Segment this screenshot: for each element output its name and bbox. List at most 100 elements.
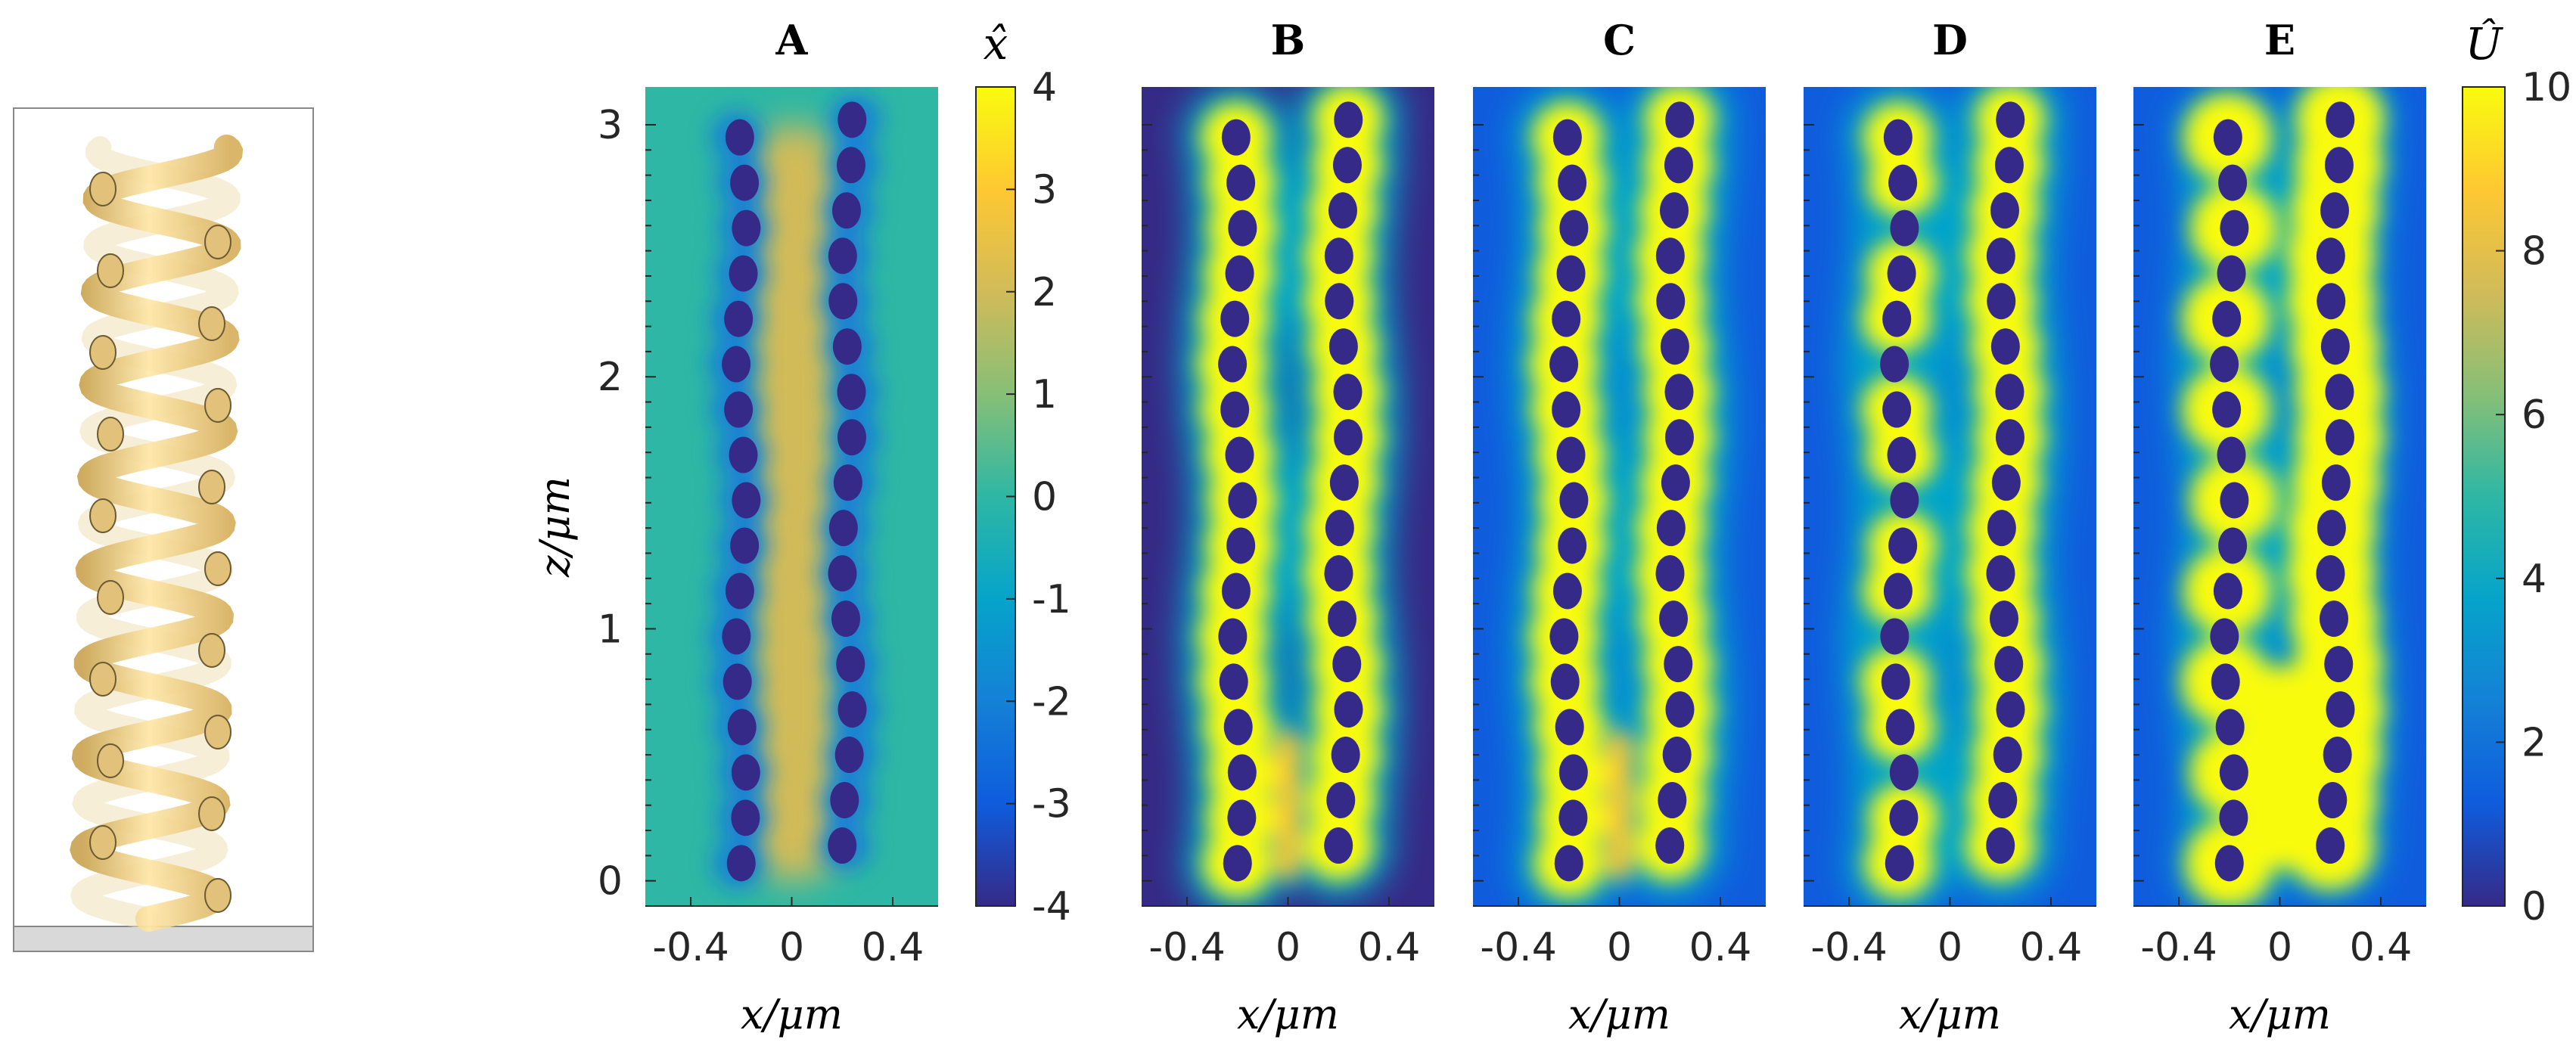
y-axis-label: z/μm (531, 476, 579, 578)
y-tick-label: 2 (598, 355, 623, 400)
x-axis-label-C: x/μm (1568, 991, 1670, 1038)
pillar-marker (1996, 101, 2025, 138)
pillar-marker (1552, 572, 1582, 610)
strand-cross-section (97, 253, 124, 288)
pillar-marker (2325, 374, 2354, 411)
pillar-marker (2217, 255, 2246, 292)
pillar-marker (1988, 782, 2018, 819)
pillar-marker (1995, 374, 2024, 411)
helix-structure-illustration (13, 107, 314, 952)
pillar-marker (1883, 119, 1913, 156)
pillar-marker (1218, 618, 1248, 655)
pillar-marker (2323, 737, 2352, 774)
x-axis-label-D: x/μm (1899, 991, 2001, 1038)
helix-strand-front (70, 135, 244, 932)
pillar-marker (1550, 663, 1580, 700)
strand-cross-section (198, 633, 225, 668)
pillar-marker (1658, 782, 1687, 819)
pillar-marker (1227, 799, 1257, 836)
pillar-marker (1994, 646, 2024, 683)
pillar-marker (1554, 845, 1583, 882)
pillar-marker (836, 147, 865, 184)
pillar-marker (1990, 600, 2019, 638)
panel-E: -0.4 0 0.4 x/μm E (2133, 16, 2426, 1038)
pillar-marker (837, 691, 867, 728)
pillar-marker (1656, 510, 1686, 547)
pillar-marker (1333, 374, 1363, 411)
pillar-marker (1556, 255, 1586, 292)
pillar-marker (1324, 237, 1353, 275)
pillar-marker (1986, 237, 2015, 275)
strand-cross-section (97, 417, 124, 451)
pillar-marker (1325, 510, 1354, 547)
pillar-marker (1223, 845, 1252, 882)
pillar-marker (2317, 510, 2346, 547)
pillar-marker (1880, 346, 1909, 383)
pillar-marker (1328, 328, 1358, 365)
pillar-marker (1556, 436, 1586, 473)
strand-cross-section (89, 172, 117, 206)
strand-cross-section (204, 388, 231, 423)
pillar-marker (1228, 482, 1257, 519)
colorbar-tick-label: 0 (1032, 475, 1057, 520)
heatmap-field-A (645, 87, 938, 906)
pillar-marker (1882, 300, 1912, 337)
pillar-marker (1334, 691, 1363, 728)
pillar-marker (2316, 237, 2345, 275)
panel-C: -0.4 0 0.4 x/μm C (1473, 16, 1766, 1038)
pillar-marker (1885, 709, 1915, 746)
panel-title-C: C (1603, 16, 1636, 64)
pillar-marker (1993, 737, 2022, 774)
pillar-marker (2219, 799, 2248, 836)
pillar-marker (2217, 436, 2246, 473)
panel-D: -0.4 0 0.4 x/μm D (1804, 16, 2096, 1038)
pillar-marker (1996, 691, 2025, 728)
x-tick-label-D: 0.4 (2020, 925, 2083, 970)
substrate-base (13, 926, 314, 952)
pillar-marker (1549, 346, 1579, 383)
pillar-marker (1991, 464, 2021, 501)
pillar-marker (1660, 328, 1689, 365)
pillar-marker (2321, 464, 2351, 501)
pillar-marker (828, 827, 857, 864)
pillar-marker (1331, 737, 1360, 774)
pillar-marker (722, 663, 752, 700)
pillar-marker (2219, 754, 2248, 791)
pillar-marker (2210, 346, 2239, 383)
pillar-marker (1332, 646, 1362, 683)
pillar-marker (2318, 782, 2348, 819)
x-axis-label-E: x/μm (2229, 991, 2331, 1038)
pillar-marker (1559, 482, 1589, 519)
pillar-marker (837, 419, 866, 456)
pillar-marker (1990, 192, 2019, 229)
strand-cross-section (89, 498, 117, 533)
pillar-marker (1552, 300, 1581, 337)
pillar-marker (1664, 419, 1694, 456)
pillar-marker (1890, 209, 1919, 247)
pillar-marker (1986, 827, 2015, 864)
pillar-marker (2218, 527, 2248, 564)
pillar-marker (1986, 555, 2015, 592)
pillar-marker (1225, 255, 1254, 292)
colorbar-title: x̂ (983, 18, 1008, 70)
colorbar-tick-label: 8 (2522, 229, 2546, 275)
pillar-marker (2316, 827, 2345, 864)
y-tick-label: 0 (598, 859, 623, 905)
helix-strand-back (70, 136, 241, 930)
pillar-marker (730, 527, 760, 564)
heatmap-field-D (1804, 87, 2096, 906)
pillar-marker (1328, 600, 1357, 638)
x-tick-label-B: -0.4 (1148, 925, 1225, 970)
pillar-marker (2210, 618, 2239, 655)
pillar-marker (1665, 691, 1695, 728)
pillar-marker (1890, 482, 1919, 519)
pillar-marker (1228, 209, 1257, 247)
strand-cross-section (204, 225, 231, 259)
pillar-marker (1887, 436, 1916, 473)
pillar-marker (2212, 391, 2242, 428)
pillar-marker (1332, 147, 1362, 184)
pillar-marker (2211, 663, 2240, 700)
